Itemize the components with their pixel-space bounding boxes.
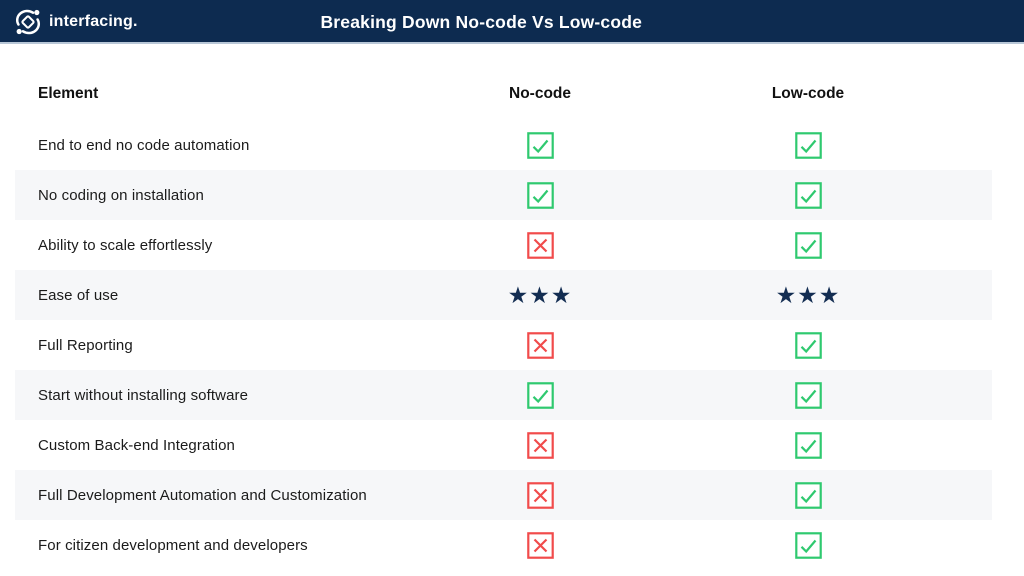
table-row: Full Development Automation and Customiz… [15, 470, 992, 520]
low-code-value [665, 481, 951, 509]
row-label: Full Reporting [38, 336, 133, 354]
table-row: Custom Back-end Integration [15, 420, 992, 470]
column-header-low-code: Low-code [771, 85, 845, 102]
check-icon [794, 431, 822, 459]
brand-name: interfacing. [49, 13, 138, 30]
no-code-value [415, 431, 665, 459]
row-label: Custom Back-end Integration [38, 436, 235, 454]
low-code-value [665, 131, 951, 159]
table-header-row: Element No-code Low-code [15, 44, 992, 120]
cross-icon [526, 531, 554, 559]
no-code-value [415, 131, 665, 159]
check-icon [794, 381, 822, 409]
column-header-element: Element [38, 85, 99, 102]
check-icon [794, 531, 822, 559]
table-row: End to end no code automation [15, 120, 992, 170]
low-code-value: ★★★ [665, 281, 951, 308]
row-label: Ability to scale effortlessly [38, 236, 213, 254]
column-header-no-code: No-code [509, 85, 571, 102]
low-code-value [665, 231, 951, 259]
no-code-value [415, 531, 665, 559]
table-body: End to end no code automation No coding … [15, 120, 992, 570]
table-row: Start without installing software [15, 370, 992, 420]
cross-icon [526, 231, 554, 259]
check-icon [794, 181, 822, 209]
low-code-value [665, 331, 951, 359]
table-row: Full Reporting [15, 320, 992, 370]
low-code-value [665, 381, 951, 409]
check-icon [794, 131, 822, 159]
cross-icon [526, 431, 554, 459]
cross-icon [526, 481, 554, 509]
top-bar: interfacing. Breaking Down No-code Vs Lo… [0, 0, 1024, 44]
page-title: Breaking Down No-code Vs Low-code [320, 11, 643, 32]
low-code-value [665, 531, 951, 559]
check-icon [794, 331, 822, 359]
table-row: No coding on installation [15, 170, 992, 220]
interfacing-logo-icon [13, 7, 43, 37]
low-code-value [665, 181, 951, 209]
check-icon [526, 381, 554, 409]
row-label: Start without installing software [38, 386, 249, 404]
table-row: Ease of use ★★★ ★★★ [15, 270, 992, 320]
row-label: For citizen development and developers [38, 536, 308, 554]
table-row: For citizen development and developers [15, 520, 992, 570]
brand-logo: interfacing. [13, 0, 138, 44]
no-code-value [415, 331, 665, 359]
row-label: Full Development Automation and Customiz… [38, 486, 367, 504]
low-code-value [665, 431, 951, 459]
check-icon [526, 131, 554, 159]
check-icon [794, 481, 822, 509]
cross-icon [526, 331, 554, 359]
star-rating: ★★★ [507, 281, 573, 308]
star-rating: ★★★ [775, 281, 841, 308]
check-icon [526, 181, 554, 209]
no-code-value [415, 181, 665, 209]
table-row: Ability to scale effortlessly [15, 220, 992, 270]
row-label: End to end no code automation [38, 136, 250, 154]
row-label: No coding on installation [38, 186, 204, 204]
no-code-value [415, 381, 665, 409]
no-code-value [415, 231, 665, 259]
no-code-value: ★★★ [415, 281, 665, 308]
row-label: Ease of use [38, 286, 119, 304]
check-icon [794, 231, 822, 259]
comparison-table: Element No-code Low-code End to end no c… [15, 44, 992, 570]
no-code-value [415, 481, 665, 509]
